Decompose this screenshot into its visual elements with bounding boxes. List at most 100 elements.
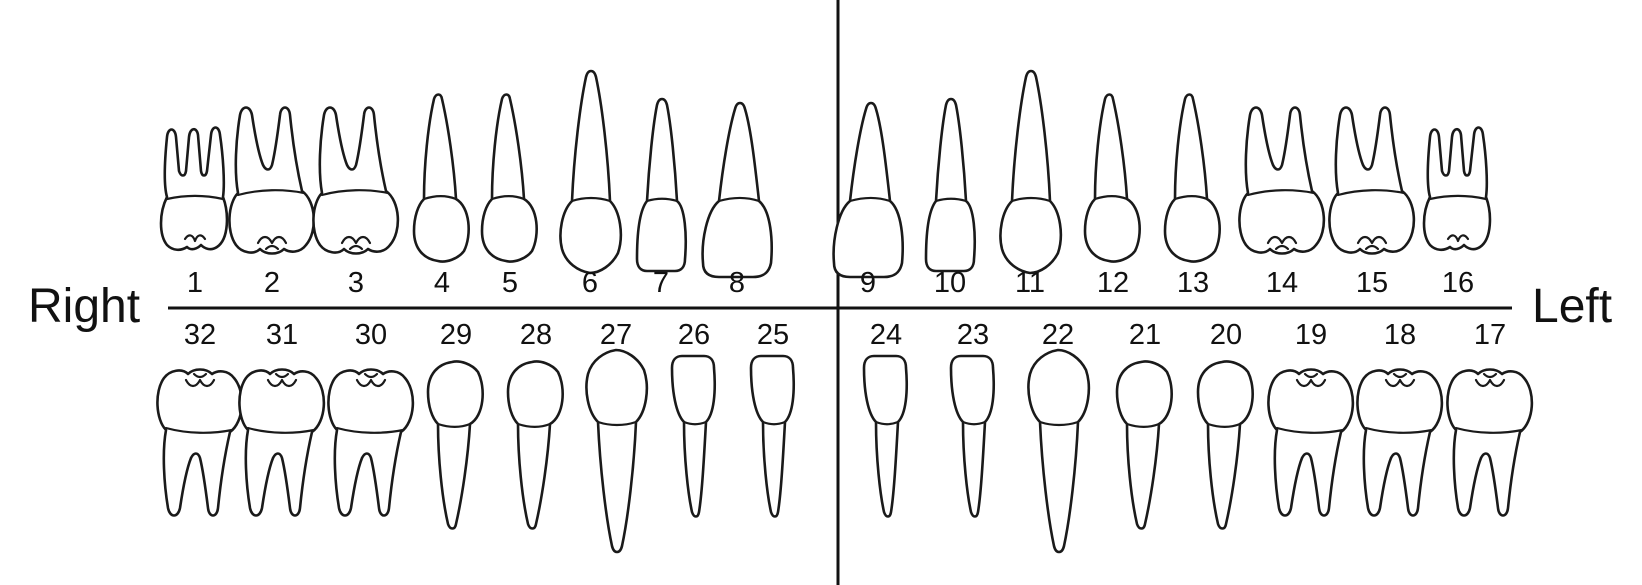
tooth-number-21: 21 bbox=[1129, 319, 1161, 351]
tooth-24[interactable] bbox=[862, 354, 909, 518]
tooth-number-7: 7 bbox=[653, 267, 669, 299]
tooth-detail bbox=[184, 378, 216, 388]
tooth-outline bbox=[238, 368, 326, 517]
tooth-31[interactable] bbox=[238, 368, 326, 517]
tooth-detail bbox=[1125, 422, 1161, 429]
tooth-15[interactable] bbox=[1328, 106, 1416, 255]
tooth-outline bbox=[701, 101, 773, 279]
tooth-outline bbox=[1422, 126, 1492, 252]
tooth-detail bbox=[645, 197, 679, 203]
tooth-outline bbox=[1446, 368, 1534, 517]
tooth-number-31: 31 bbox=[266, 319, 298, 351]
tooth-5[interactable] bbox=[480, 93, 538, 263]
tooth-detail bbox=[236, 189, 306, 197]
tooth-detail bbox=[1482, 372, 1498, 379]
tooth-detail bbox=[436, 422, 472, 429]
tooth-26[interactable] bbox=[670, 354, 717, 518]
tooth-14[interactable] bbox=[1238, 106, 1326, 255]
tooth-number-32: 32 bbox=[184, 319, 216, 351]
tooth-outline bbox=[312, 106, 400, 255]
tooth-detail bbox=[340, 235, 372, 245]
tooth-outline bbox=[862, 354, 909, 518]
tooth-2[interactable] bbox=[228, 106, 316, 255]
tooth-number-20: 20 bbox=[1210, 319, 1242, 351]
tooth-detail bbox=[516, 422, 552, 429]
tooth-detail bbox=[961, 420, 987, 426]
right-side-label: Right bbox=[28, 280, 140, 333]
tooth-detail bbox=[1274, 244, 1290, 251]
tooth-outline bbox=[480, 93, 538, 263]
tooth-32[interactable] bbox=[156, 368, 244, 517]
tooth-9[interactable] bbox=[832, 101, 904, 279]
tooth-detail bbox=[570, 196, 612, 203]
tooth-6[interactable] bbox=[559, 69, 623, 275]
tooth-outline bbox=[1196, 360, 1254, 530]
tooth-28[interactable] bbox=[506, 360, 564, 530]
tooth-10[interactable] bbox=[924, 97, 977, 273]
tooth-17[interactable] bbox=[1446, 368, 1534, 517]
tooth-outline bbox=[1163, 93, 1221, 263]
tooth-22[interactable] bbox=[1027, 348, 1091, 554]
tooth-18[interactable] bbox=[1356, 368, 1444, 517]
tooth-detail bbox=[874, 420, 900, 426]
tooth-detail bbox=[192, 372, 208, 379]
tooth-number-30: 30 bbox=[355, 319, 387, 351]
tooth-13[interactable] bbox=[1163, 93, 1221, 263]
tooth-detail bbox=[246, 426, 316, 434]
tooth-detail bbox=[1266, 235, 1298, 245]
tooth-detail bbox=[335, 426, 405, 434]
tooth-30[interactable] bbox=[327, 368, 415, 517]
tooth-detail bbox=[1246, 189, 1316, 197]
tooth-number-28: 28 bbox=[520, 319, 552, 351]
tooth-number-24: 24 bbox=[870, 319, 902, 351]
tooth-19[interactable] bbox=[1267, 368, 1355, 517]
tooth-detail bbox=[183, 234, 207, 243]
tooth-detail bbox=[363, 372, 379, 379]
left-side-label: Left bbox=[1532, 280, 1612, 333]
tooth-detail bbox=[355, 378, 387, 388]
tooth-detail bbox=[1454, 426, 1524, 434]
tooth-number-23: 23 bbox=[957, 319, 989, 351]
tooth-21[interactable] bbox=[1115, 360, 1173, 530]
tooth-12[interactable] bbox=[1083, 93, 1141, 263]
tooth-3[interactable] bbox=[312, 106, 400, 255]
tooth-23[interactable] bbox=[949, 354, 996, 518]
tooth-11[interactable] bbox=[999, 69, 1063, 275]
tooth-number-25: 25 bbox=[757, 319, 789, 351]
tooth-outline bbox=[924, 97, 977, 273]
tooth-detail bbox=[320, 189, 390, 197]
tooth-detail bbox=[264, 244, 280, 251]
tooth-detail bbox=[1384, 378, 1416, 388]
tooth-number-8: 8 bbox=[729, 267, 745, 299]
tooth-outline bbox=[506, 360, 564, 530]
tooth-outline bbox=[156, 368, 244, 517]
tooth-number-3: 3 bbox=[348, 267, 364, 299]
tooth-29[interactable] bbox=[426, 360, 484, 530]
tooth-16[interactable] bbox=[1422, 126, 1492, 252]
tooth-detail bbox=[1392, 372, 1408, 379]
tooth-27[interactable] bbox=[585, 348, 649, 554]
tooth-number-22: 22 bbox=[1042, 319, 1074, 351]
tooth-outline bbox=[1328, 106, 1416, 255]
tooth-1[interactable] bbox=[159, 126, 229, 252]
tooth-number-27: 27 bbox=[600, 319, 632, 351]
tooth-detail bbox=[1010, 196, 1052, 203]
tooth-number-26: 26 bbox=[678, 319, 710, 351]
tooth-number-11: 11 bbox=[1015, 267, 1045, 299]
tooth-outline bbox=[635, 97, 688, 273]
tooth-20[interactable] bbox=[1196, 360, 1254, 530]
tooth-number-6: 6 bbox=[582, 267, 598, 299]
tooth-detail bbox=[596, 420, 638, 427]
tooth-outline bbox=[426, 360, 484, 530]
tooth-25[interactable] bbox=[749, 354, 796, 518]
tooth-detail bbox=[274, 372, 290, 379]
tooth-detail bbox=[256, 235, 288, 245]
tooth-detail bbox=[1336, 189, 1406, 197]
tooth-number-12: 12 bbox=[1097, 267, 1129, 299]
tooth-detail bbox=[1446, 234, 1470, 243]
tooth-4[interactable] bbox=[412, 93, 470, 263]
tooth-number-2: 2 bbox=[264, 267, 280, 299]
tooth-8[interactable] bbox=[701, 101, 773, 279]
tooth-7[interactable] bbox=[635, 97, 688, 273]
tooth-outline bbox=[832, 101, 904, 279]
